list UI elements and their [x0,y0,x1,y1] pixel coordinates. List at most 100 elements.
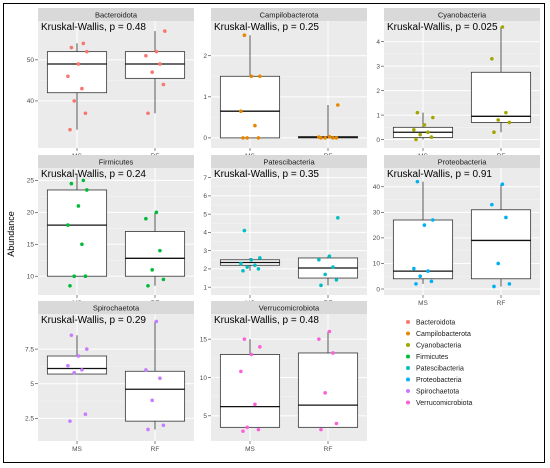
data-point [256,267,261,271]
data-point [69,45,74,50]
y-tick-label: 40 [373,184,381,191]
data-point [327,134,332,139]
data-point [85,347,89,351]
data-point [83,274,88,279]
data-point [72,370,76,375]
data-point [161,423,166,428]
y-tick-label: 15 [27,242,35,249]
data-point [68,284,72,288]
x-tick-label: MS [245,446,255,453]
facet-strip [384,155,540,168]
data-point [504,110,508,115]
legend-label: Proteobacteria [416,377,462,384]
data-point [144,53,148,58]
data-point [331,265,335,269]
facet-strip [384,8,540,21]
data-point [154,319,159,324]
data-point [334,136,339,140]
data-point [496,261,500,266]
stat-annotation: Kruskal-Wallis, p = 0.35 [214,169,319,180]
legend-key-spirochaetota [406,389,410,393]
y-tick-label: 30 [373,210,381,217]
data-point [76,204,81,208]
legend-key-verrucomicrobiota [406,400,410,405]
data-point [146,284,150,288]
x-tick-label: RF [324,446,333,453]
data-point [418,274,422,279]
box-ms [46,51,108,94]
y-tick-label: 6 [203,193,207,200]
data-point [492,130,496,135]
legend-label: Verrucomicrobiota [416,400,473,407]
data-point [504,215,508,220]
stat-annotation: Kruskal-Wallis, p = 0.24 [41,169,146,180]
data-point [331,351,335,355]
y-tick-label: 1 [203,284,207,291]
y-tick-label: 0 [203,135,207,142]
data-point [80,368,84,372]
data-point [412,266,416,271]
facet-title: Campilobacterota [260,11,320,20]
data-point [256,136,261,140]
data-point [317,257,321,262]
x-tick-label: MS [72,446,82,453]
data-point [258,256,262,260]
stat-annotation: Kruskal-Wallis, p = 0.025 [387,22,498,33]
facet-cyanobacteria: Cyanobacteria01234MSRFKruskal-Wallis, p … [376,8,540,160]
data-point [429,279,434,284]
facet-strip [211,155,367,168]
data-point [317,337,321,341]
facet-proteobacteria: Proteobacteria 0 10 20 30 40 MS RF Kruskal-Walli… [373,155,540,307]
data-point [429,135,434,139]
box-ms [219,75,281,139]
data-point [150,398,154,403]
data-point [76,62,81,66]
y-tick-label: 7 [203,175,207,182]
data-point [245,265,249,269]
data-point [422,123,427,127]
data-point [249,352,254,357]
box-ms [46,189,108,277]
data-point [334,421,339,426]
data-point [163,29,167,33]
data-point [496,118,500,122]
legend-key-proteobacteria [406,377,410,382]
y-tick-label: 4 [203,230,207,237]
legend-label: Firmicutes [416,354,449,361]
y-axis-title: Abundance [6,211,16,257]
data-point [336,103,340,107]
facet-title: Spirochaetota [93,304,140,313]
y-tick-label: 2 [203,53,207,60]
stat-annotation: Kruskal-Wallis, p = 0.48 [41,22,146,33]
facet-strip [38,155,194,168]
legend-key-firmicutes [406,354,410,359]
data-point [253,123,257,128]
legend: Bacteroidota Campilobacterota Cyanobacteri… [406,320,473,407]
data-point [81,41,86,46]
facet-strip [38,8,194,21]
data-point [80,242,84,247]
box-rf [124,51,186,79]
data-point [426,269,430,273]
data-point [242,337,247,341]
y-tick-label: 10 [373,261,381,268]
facet-title: Bacteroidota [95,11,138,20]
data-point [507,282,512,286]
box-ms [392,219,454,280]
data-point [150,268,154,272]
stat-annotation: Kruskal-Wallis, p = 0.29 [41,315,146,326]
facet-title: Proteobacteria [438,158,488,167]
data-point [492,284,496,289]
y-tick-label: 40 [27,98,35,105]
data-point [431,115,435,120]
facet-campilobacterota: Campilobacterota012MSRFKruskal-Wallis, p… [203,8,367,160]
y-tick-label: 2 [376,88,380,95]
data-point [154,210,159,215]
data-point [258,74,262,79]
data-point [412,127,416,132]
data-point [154,49,159,54]
data-point [242,228,247,233]
facet-strip [38,301,194,314]
y-tick-label: 5 [203,211,207,218]
y-tick-label: 10 [200,375,208,382]
